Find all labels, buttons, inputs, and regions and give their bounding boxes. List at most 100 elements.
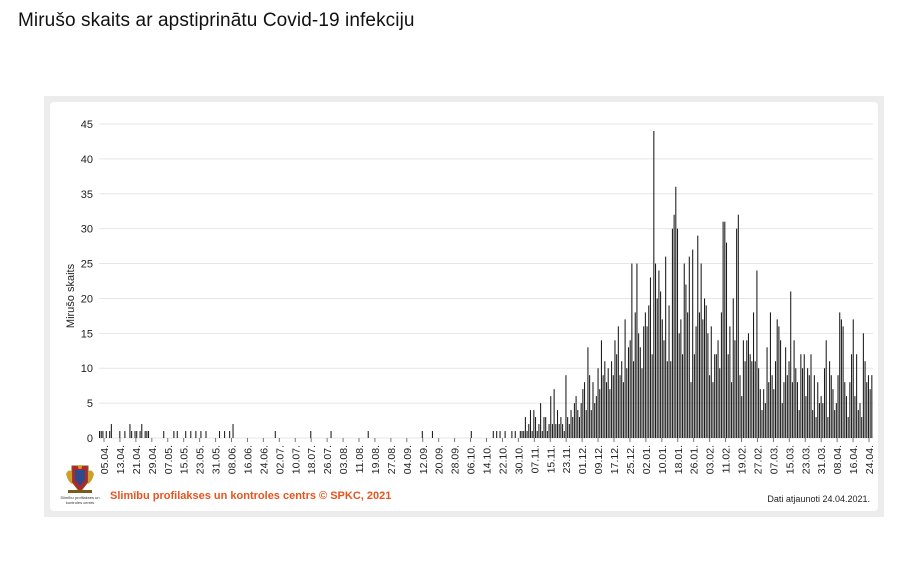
bar [687, 312, 689, 438]
x-tick-label: 11.08. [354, 445, 366, 473]
bar [842, 326, 844, 438]
bar [783, 382, 785, 438]
bar [729, 326, 731, 438]
bar [556, 410, 559, 438]
bar [793, 340, 795, 438]
x-tick-label: 31.03. [816, 445, 828, 474]
bar [136, 431, 138, 438]
bar [274, 431, 276, 438]
bar [763, 389, 765, 438]
bar [790, 291, 792, 438]
bar [798, 410, 800, 438]
y-axis-label: Mirušo skaits [65, 263, 77, 328]
bar [830, 375, 832, 438]
x-tick-label: 12.09. [418, 445, 430, 474]
bar [597, 368, 599, 438]
bar [330, 431, 332, 438]
bar [499, 431, 501, 438]
y-tick-label: 15 [81, 328, 93, 340]
bar [741, 396, 743, 438]
bar [700, 263, 702, 438]
bar [771, 375, 773, 438]
bar [778, 326, 780, 438]
x-tick-label: 04.09. [402, 445, 414, 474]
bar [773, 389, 775, 438]
bar [744, 361, 746, 438]
x-tick-label: 24.04. [864, 445, 876, 474]
bar [163, 431, 165, 438]
x-tick-label: 23.03. [800, 445, 812, 474]
bar [614, 340, 616, 438]
bar [595, 396, 597, 438]
bar [584, 382, 586, 438]
bar [570, 410, 572, 438]
y-tick-label: 0 [87, 433, 93, 445]
x-tick-label: 15.05. [179, 445, 191, 474]
x-tick-label: 16.04. [848, 445, 860, 474]
bar [719, 368, 721, 438]
x-tick-label: 07.11. [529, 445, 541, 473]
bar [545, 417, 547, 438]
bar [707, 333, 709, 438]
bar [818, 403, 820, 438]
bar [421, 431, 423, 438]
bar [823, 368, 826, 438]
bar [690, 382, 692, 438]
bar [624, 319, 626, 438]
bar [749, 354, 751, 438]
bar [553, 389, 555, 438]
x-tick-label: 10.07. [290, 445, 302, 474]
bar [590, 410, 592, 438]
bar [185, 431, 187, 438]
x-tick-label: 08.06. [227, 445, 239, 474]
bar [796, 382, 798, 438]
x-tick-label: 15.11. [545, 445, 557, 473]
bar [582, 389, 584, 438]
bar [146, 431, 148, 438]
x-tick-label: 05.04. [99, 445, 111, 474]
bar [737, 214, 739, 438]
bar [602, 375, 604, 438]
bar [678, 333, 680, 438]
bar [704, 298, 706, 438]
bar [862, 333, 864, 438]
bar [665, 256, 667, 438]
bar [739, 375, 741, 438]
x-tick-label: 27.08. [386, 445, 398, 474]
bar [656, 298, 658, 438]
bar [609, 389, 611, 438]
bar [524, 417, 526, 438]
x-tick-label: 16.06. [242, 445, 254, 474]
bar [685, 284, 687, 438]
bar [587, 347, 589, 438]
bar [533, 410, 535, 438]
bar [653, 130, 655, 439]
logo-caption: Slimību profilakses un kontroles centrs [60, 495, 100, 505]
bar [619, 375, 621, 438]
bar [622, 382, 624, 438]
bar [102, 431, 104, 438]
bar [528, 424, 530, 438]
bar [871, 375, 873, 438]
bar [661, 319, 663, 438]
bar [195, 431, 197, 438]
grid-lines [99, 123, 873, 439]
bar [839, 312, 841, 438]
bar [567, 417, 569, 438]
bar [803, 354, 805, 438]
bar [725, 242, 728, 438]
bar [658, 270, 660, 438]
bar [529, 410, 531, 438]
y-tick-label: 45 [81, 119, 93, 131]
bar [800, 354, 802, 438]
bar [670, 361, 672, 438]
x-tick-label: 20.09. [434, 445, 446, 474]
bar [578, 417, 580, 438]
bar [643, 326, 645, 438]
bar [805, 396, 807, 438]
bar [144, 431, 146, 438]
bar [536, 431, 538, 438]
bar [218, 431, 221, 438]
bar [492, 431, 494, 438]
bar [822, 403, 824, 438]
